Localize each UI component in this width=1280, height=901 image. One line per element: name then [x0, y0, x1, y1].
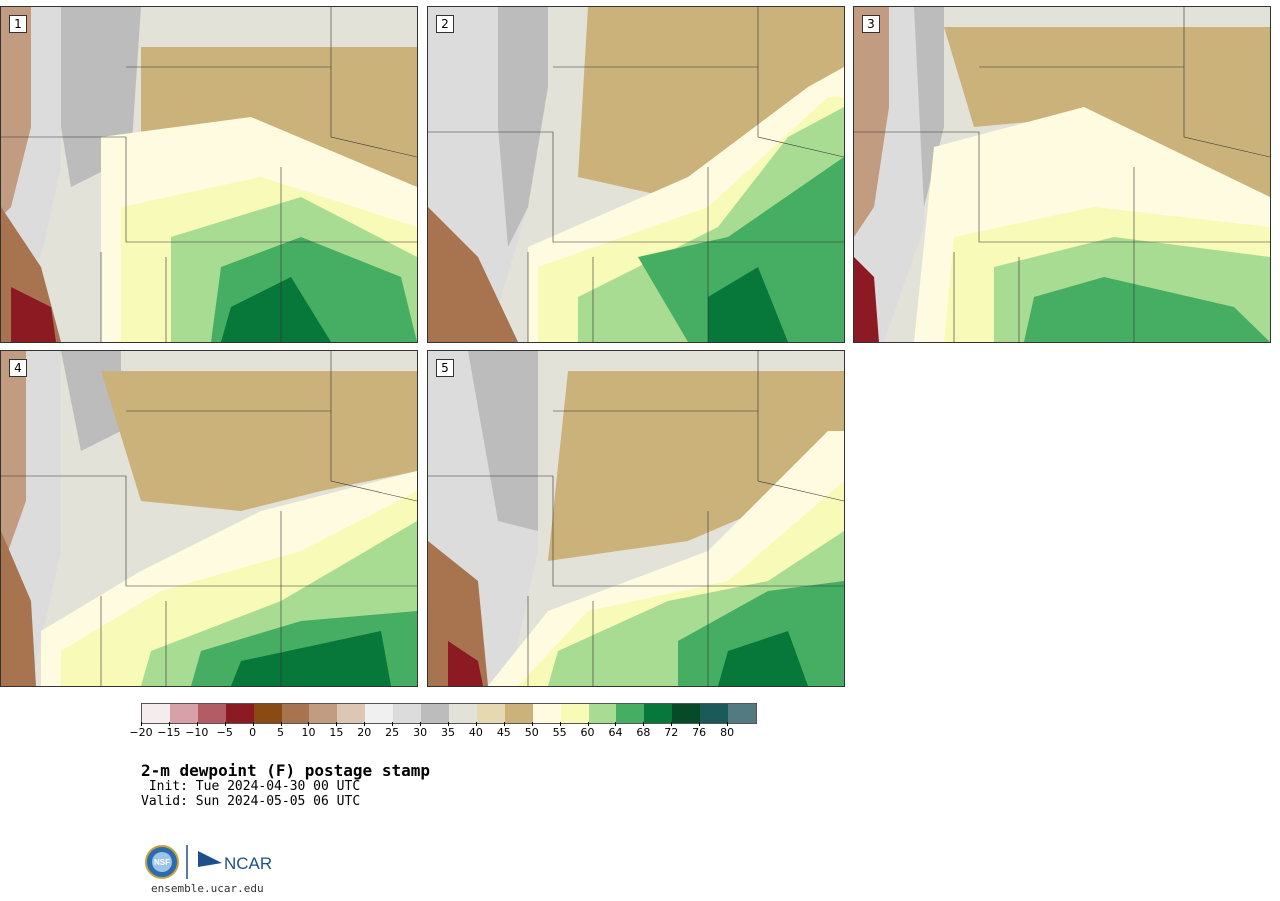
- colorbar-tickmark: [420, 722, 422, 726]
- colorbar-tick-label: 50: [524, 726, 539, 739]
- colorbar-swatch: [197, 704, 226, 723]
- colorbar-tickmark: [224, 722, 226, 726]
- colorbar-tickmark: [196, 722, 198, 726]
- colorbar-swatch: [728, 704, 756, 723]
- colorbar-swatch: [476, 704, 505, 723]
- colorbar-swatch: [142, 704, 170, 723]
- colorbar-tick-label: 55: [552, 726, 567, 739]
- colorbar-tick-label: 76: [692, 726, 707, 739]
- colorbar-tick-label: 80: [720, 726, 735, 739]
- colorbar-tickmark: [168, 722, 170, 726]
- colorbar-swatch: [448, 704, 477, 723]
- map-panel-1[interactable]: 1: [0, 6, 418, 343]
- colorbar-swatch: [337, 704, 366, 723]
- colorbar-swatch: [309, 704, 338, 723]
- panel-number: 5: [436, 359, 454, 377]
- dewpoint-map-3: [854, 7, 1270, 342]
- ncar-logo-text: NCAR: [224, 854, 272, 873]
- colorbar-tickmark: [448, 722, 449, 726]
- colorbar-tickmark: [727, 722, 729, 726]
- footer-url[interactable]: ensemble.ucar.edu: [151, 882, 264, 895]
- colorbar-tickmark: [587, 722, 589, 726]
- colorbar-swatch: [560, 704, 589, 723]
- valid-time: Valid: Sun 2024-05-05 06 UTC: [141, 794, 361, 809]
- colorbar-swatch: [588, 704, 617, 723]
- colorbar-tick-label: 68: [636, 726, 651, 739]
- colorbar-tick-label: 25: [385, 726, 400, 739]
- colorbar-tick-label: 72: [664, 726, 679, 739]
- colorbar-tick-label: 20: [357, 726, 372, 739]
- colorbar-swatch: [421, 704, 449, 723]
- colorbar-tickmark: [252, 722, 254, 726]
- init-time: Init: Tue 2024-04-30 00 UTC: [141, 779, 361, 794]
- colorbar-tickmark: [615, 722, 617, 726]
- colorbar-tickmark: [531, 722, 533, 726]
- colorbar-swatch: [532, 704, 561, 723]
- colorbar-tick-label: −15: [157, 726, 181, 739]
- colorbar-swatch: [365, 704, 394, 723]
- colorbar-tickmark: [475, 722, 477, 726]
- logos: NSF NCAR: [144, 843, 274, 881]
- colorbar-tickmark: [503, 722, 505, 726]
- colorbar-tickmark: [364, 722, 366, 726]
- panel-number: 4: [9, 359, 27, 377]
- dewpoint-map-4: [1, 351, 417, 686]
- colorbar-tickmark: [141, 722, 142, 726]
- colorbar-tickmark: [699, 722, 701, 726]
- nsf-ncar-logo: NSF NCAR: [145, 845, 272, 879]
- colorbar-swatch: [616, 704, 645, 723]
- colorbar-tick-label: 15: [329, 726, 344, 739]
- colorbar-tick-label: 45: [496, 726, 511, 739]
- panel-number: 1: [9, 15, 27, 33]
- dewpoint-map-2: [428, 7, 844, 342]
- colorbar-swatch: [169, 704, 198, 723]
- colorbar-tick-label: −5: [216, 726, 233, 739]
- colorbar-tick-label: 40: [468, 726, 483, 739]
- colorbar-tick-label: 35: [441, 726, 455, 739]
- colorbar-tick-label: −20: [129, 726, 153, 739]
- panel-number: 2: [436, 15, 454, 33]
- dewpoint-colorbar: [141, 703, 757, 724]
- colorbar-swatch: [644, 704, 673, 723]
- dewpoint-map-5: [428, 351, 844, 686]
- dewpoint-map-1: [1, 7, 417, 342]
- colorbar-tickmark: [643, 722, 645, 726]
- colorbar-tickmark: [280, 722, 282, 726]
- colorbar-tick-label: 60: [580, 726, 595, 739]
- map-panel-4[interactable]: 4: [0, 350, 418, 687]
- colorbar-tickmark: [392, 722, 394, 726]
- colorbar-swatch: [700, 704, 729, 723]
- colorbar-tickmark: [559, 722, 561, 726]
- colorbar-swatch: [253, 704, 282, 723]
- map-panel-2[interactable]: 2: [427, 6, 845, 343]
- colorbar-tick-label: 10: [301, 726, 316, 739]
- colorbar-tickmark: [671, 722, 673, 726]
- colorbar-tick-labels: −20 −15 −10 −5 0 5 10 15 20 25 30 35 40 45 50 55 60 64 68 7…: [129, 726, 757, 740]
- colorbar-tick-label: 30: [413, 726, 428, 739]
- panel-number: 3: [862, 15, 880, 33]
- nsf-logo-text: NSF: [154, 858, 170, 867]
- page-title: 2-m dewpoint (F) postage stamp: [141, 761, 430, 780]
- colorbar-tick-label: 5: [277, 726, 285, 739]
- colorbar-swatch: [504, 704, 533, 723]
- colorbar-tick-label: 64: [608, 726, 623, 739]
- colorbar-swatch: [672, 704, 701, 723]
- colorbar-swatch: [281, 704, 310, 723]
- colorbar-tickmark: [336, 722, 338, 726]
- colorbar-swatch: [393, 704, 422, 723]
- colorbar-tick-label: 0: [249, 726, 257, 739]
- colorbar-tick-label: −10: [185, 726, 209, 739]
- colorbar-tickmark: [308, 722, 310, 726]
- map-panel-5[interactable]: 5: [427, 350, 845, 687]
- colorbar-swatch: [225, 704, 254, 723]
- map-panel-3[interactable]: 3: [853, 6, 1271, 343]
